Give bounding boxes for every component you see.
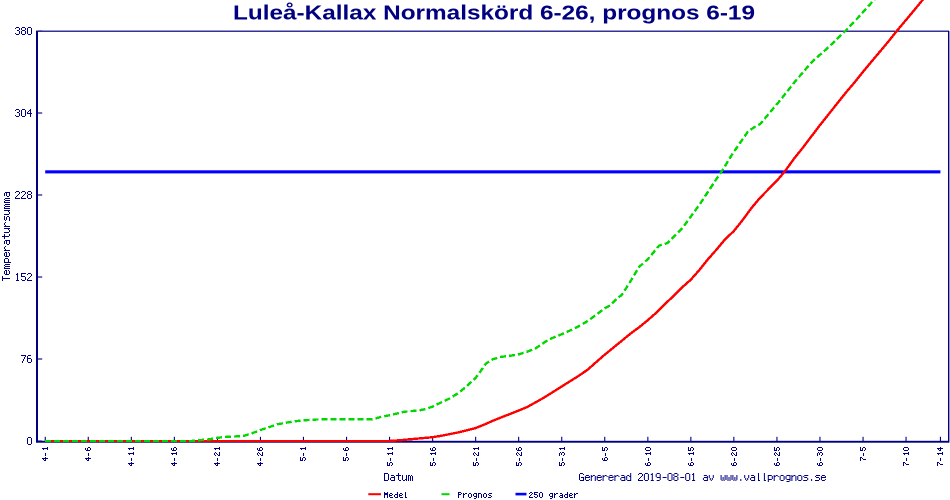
svg-text:Luleå-Kallax Normalskörd 6-26,: Luleå-Kallax Normalskörd 6-26, prognos 6… [233,1,755,24]
